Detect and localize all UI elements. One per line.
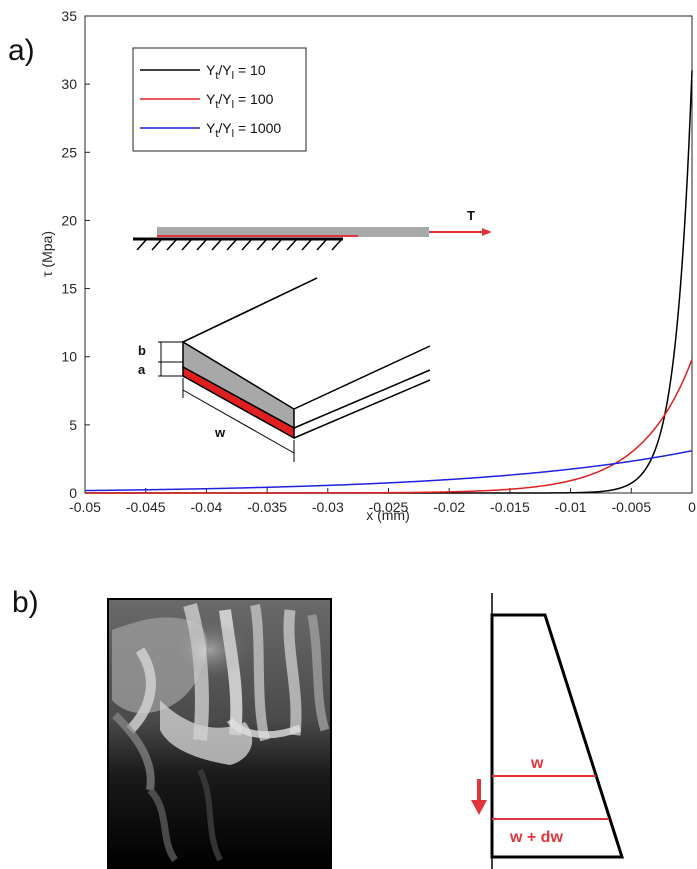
x-tick-label: -0.02 (433, 499, 465, 515)
x-tick-label: -0.01 (555, 499, 587, 515)
pullout-schematic: T (133, 208, 492, 251)
micrograph-frame (107, 598, 332, 869)
y-tick-label: 35 (61, 8, 77, 24)
y-tick-label: 25 (61, 144, 77, 160)
y-tick-label: 15 (61, 281, 77, 297)
x-tick-label: -0.005 (611, 499, 651, 515)
y-axis: 0 5 10 15 20 25 30 35 (61, 8, 90, 501)
panel-a-label: a) (8, 34, 35, 67)
x-tick-label: -0.05 (69, 499, 101, 515)
ground-hatching (136, 239, 342, 251)
legend-label-0: Yt/Yl = 10 (206, 62, 266, 82)
gray-fiber (157, 227, 429, 237)
sem-micrograph (107, 598, 332, 869)
taper-outline (490, 613, 625, 859)
legend-label-2: Yt/Yl = 1000 (206, 120, 281, 140)
x-tick-label: -0.03 (312, 499, 344, 515)
panel-b-label: b) (12, 586, 39, 619)
y-tick-label: 5 (69, 417, 77, 433)
force-label: T (467, 208, 475, 223)
dim-w-label: w (214, 425, 226, 440)
x-axis: -0.05 -0.045 -0.04 -0.035 -0.03 -0.025 -0.02 -0… (69, 488, 696, 515)
legend: Yt/Yl = 10 Yt/Yl = 100 Yt/Yl = 1000 (132, 47, 307, 152)
layered-block: b a w (138, 277, 431, 462)
x-tick-label: -0.015 (490, 499, 530, 515)
x-tick-label: -0.04 (190, 499, 222, 515)
lower-section-label: w + dw (509, 829, 563, 846)
x-tick-label: 0 (688, 499, 696, 515)
legend-label-1: Yt/Yl = 100 (206, 91, 274, 111)
x-tick-label: -0.025 (369, 499, 409, 515)
y-tick-label: 30 (61, 76, 77, 92)
upper-section-label: w (530, 755, 544, 772)
y-axis-label: τ (Mpa) (39, 231, 55, 277)
y-tick-label: 10 (61, 349, 77, 365)
y-tick-label: 0 (69, 485, 77, 501)
dim-b-label: b (138, 343, 146, 358)
series-line-2 (84, 450, 693, 492)
series-line-1 (85, 359, 693, 494)
x-tick-label: -0.035 (247, 499, 287, 515)
down-arrow-head (471, 800, 487, 815)
force-arrow-head (482, 228, 492, 236)
x-tick-label: -0.045 (126, 499, 166, 515)
y-tick-label: 20 (61, 212, 77, 228)
x-axis-label: x (mm) (366, 507, 410, 523)
series-lines (84, 70, 693, 494)
dim-a-label: a (138, 362, 146, 377)
taper-diagram: w w + dw (471, 593, 625, 869)
